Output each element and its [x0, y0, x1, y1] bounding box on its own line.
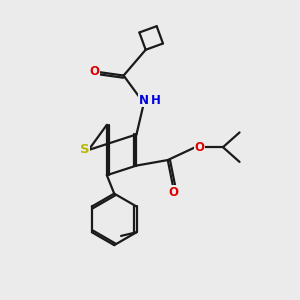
Text: N: N — [139, 94, 149, 107]
Text: H: H — [151, 94, 160, 107]
Text: O: O — [195, 141, 205, 154]
Text: O: O — [89, 65, 99, 78]
Text: O: O — [168, 186, 178, 199]
Text: S: S — [80, 143, 90, 157]
